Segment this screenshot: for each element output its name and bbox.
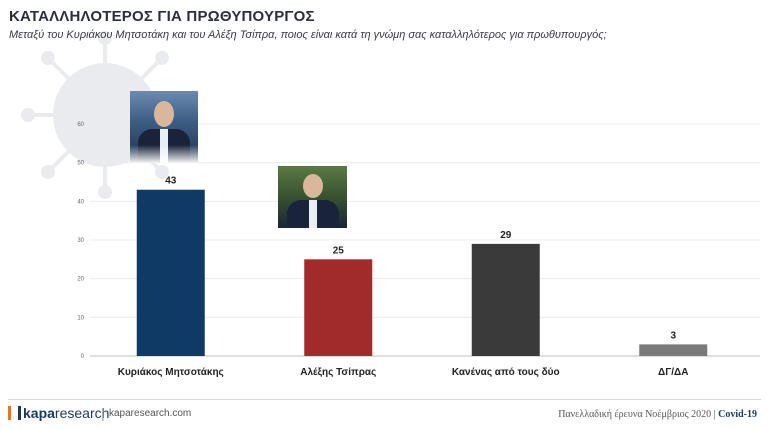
y-tick-label: 0	[81, 354, 85, 360]
bar	[471, 243, 540, 356]
mitsotakis-photo	[130, 91, 198, 163]
data-label: 3	[670, 330, 676, 341]
kapa-research-logo: kaparesearch	[8, 405, 109, 421]
bar	[136, 189, 205, 356]
bar	[639, 344, 708, 356]
data-label: 25	[333, 245, 345, 256]
data-label: 43	[165, 176, 177, 187]
bar	[304, 259, 373, 356]
y-tick-label: 30	[77, 238, 84, 244]
data-label: 29	[500, 230, 512, 241]
footer-divider	[8, 399, 761, 400]
tsipras-photo	[278, 166, 347, 228]
chart-subtitle: Μεταξύ του Κυριάκου Μητσοτάκη και του Αλ…	[9, 29, 607, 41]
chart-title: ΚΑΤΑΛΛΗΛΟΤΕΡΟΣ ΓΙΑ ΠΡΩΘΥΠΟΥΡΓΟΣ	[9, 8, 315, 25]
y-tick-label: 40	[77, 199, 84, 205]
y-tick-label: 50	[77, 161, 84, 167]
category-label: ΔΓ/ΔΑ	[658, 367, 688, 378]
category-label: Αλέξης Τσίπρας	[300, 367, 376, 378]
survey-info: Πανελλαδική έρευνα Νοέμβριος 2020 | Covi…	[558, 409, 757, 420]
website-link: kaparesearch.com	[109, 408, 192, 419]
y-tick-label: 10	[77, 315, 84, 321]
category-label: Κανένας από τους δύο	[452, 367, 560, 378]
y-tick-label: 60	[77, 122, 84, 128]
y-tick-label: 20	[77, 277, 84, 283]
footer-separator: |	[101, 405, 105, 421]
category-label: Κυριάκος Μητσοτάκης	[118, 367, 224, 378]
